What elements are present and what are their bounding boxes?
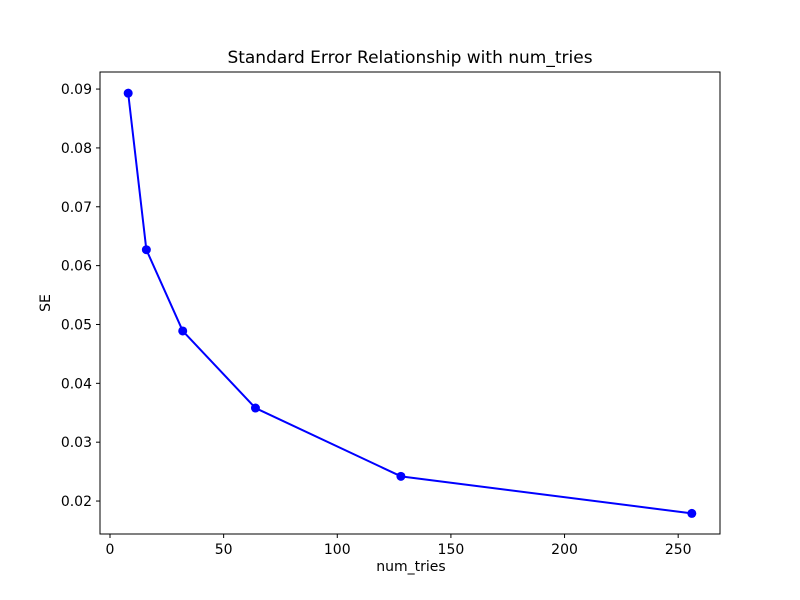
chart-title: Standard Error Relationship with num_tri…	[227, 48, 592, 68]
x-axis-label: num_tries	[376, 559, 445, 575]
y-tick-label: 0.04	[61, 376, 92, 392]
y-tick-label: 0.08	[61, 141, 92, 157]
y-tick-label: 0.02	[61, 494, 92, 510]
data-point	[687, 508, 697, 518]
data-point	[123, 88, 133, 98]
x-tick-label: 100	[324, 542, 351, 558]
x-tick-label: 200	[551, 542, 578, 558]
data-point	[141, 245, 151, 255]
se-line	[127, 93, 692, 515]
x-tick-label: 50	[215, 542, 233, 558]
y-tick-label: 0.09	[61, 82, 92, 98]
x-tick-label: 150	[438, 542, 465, 558]
data-point	[250, 403, 260, 413]
y-tick-label: 0.07	[61, 200, 92, 216]
axes-layer: 0 50 100 150 200 250 0.02 0.03 0.04 0.05 0.06 0.07 0…	[61, 71, 721, 558]
data-point	[396, 471, 406, 481]
data-point	[178, 326, 188, 336]
y-tick-label: 0.03	[61, 435, 92, 451]
y-tick-label: 0.05	[61, 317, 92, 333]
y-tick-label: 0.06	[61, 259, 92, 275]
axes-frame	[99, 71, 721, 535]
x-tick-label: 250	[665, 542, 692, 558]
x-tick-label: 0	[106, 542, 115, 558]
y-axis-label: SE	[38, 294, 54, 312]
